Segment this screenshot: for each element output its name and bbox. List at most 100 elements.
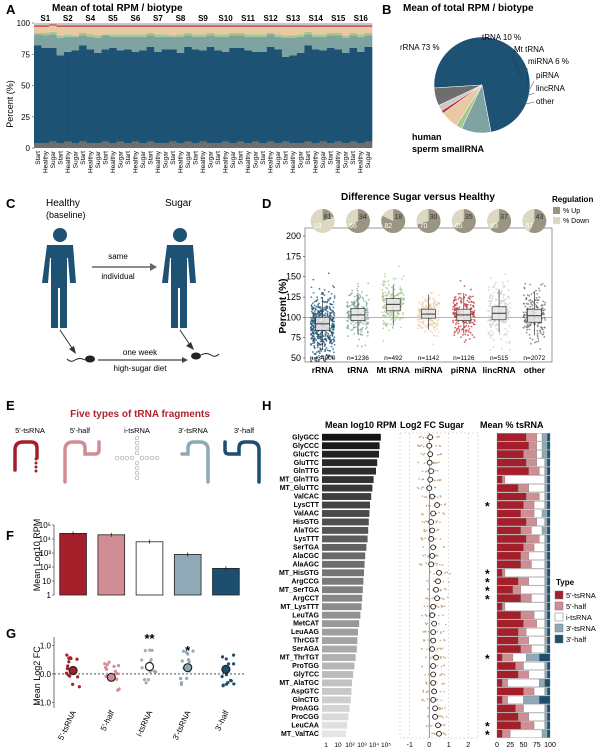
a-bar-miRNA (71, 26, 80, 36)
d-point (383, 310, 386, 313)
d-point (467, 329, 470, 332)
d-point (330, 355, 333, 358)
h-fc-mean (436, 569, 442, 576)
d-pie-up (490, 209, 512, 234)
d-point (522, 311, 525, 314)
h-pct-segment (520, 509, 535, 518)
d-point (401, 317, 404, 319)
h-fc-point (419, 435, 422, 438)
a-bar-miRNA (34, 26, 42, 33)
h-row-label: LeuCAA (291, 722, 319, 729)
d-point (327, 272, 330, 275)
h-fc-point (421, 666, 423, 668)
d-point (358, 293, 361, 296)
h-pct-segment (520, 611, 535, 620)
d-point (492, 346, 494, 349)
a-bar-rRNA (184, 46, 193, 142)
h-row-label: GlyCCC (293, 443, 319, 450)
h-fc-point (423, 462, 426, 464)
a-bar-tRNA (154, 36, 162, 52)
h-pct-segment (541, 441, 548, 450)
a-bar-miRNA (304, 26, 313, 32)
a-bar-other (259, 143, 268, 148)
g-point (144, 681, 148, 685)
h-pct-segment (547, 602, 551, 611)
d-point (310, 296, 313, 299)
d-point (490, 299, 493, 302)
d-point (506, 309, 509, 312)
d-pie-down-label: 18 (394, 214, 402, 221)
a-bar-MtRNA (49, 31, 57, 35)
h-fc-point (442, 630, 445, 633)
h-fc-point (435, 445, 438, 447)
d-point (508, 340, 511, 343)
h-fc-point (442, 732, 444, 734)
d-point (436, 327, 439, 330)
a-bar-piRNA (206, 25, 215, 27)
h-rpm-bar (322, 560, 365, 568)
a-bar-rRNA (116, 50, 125, 142)
d-point (318, 350, 320, 353)
a-bar-rRNA (146, 46, 155, 142)
a-bar-other (289, 143, 298, 148)
d-point (459, 325, 462, 328)
h-fc-point (439, 538, 442, 540)
d-point (523, 302, 525, 305)
d-point (451, 308, 454, 311)
d-point (421, 301, 424, 303)
d-point (501, 321, 504, 324)
g-point (220, 655, 225, 659)
d-point (458, 306, 461, 309)
d-point (332, 317, 335, 320)
h-fc-point (424, 622, 427, 624)
e-itsrna-dot (134, 450, 140, 456)
a-bar-other (131, 141, 140, 148)
f-ytick-label: 10⁴ (39, 535, 52, 544)
h-pct-segment (502, 729, 511, 738)
h-fc-point (436, 630, 439, 633)
a-bar-tRNA (101, 35, 110, 50)
h-fc-point (445, 588, 447, 591)
panel-b-pie (433, 36, 531, 134)
a-bar-other (109, 143, 117, 148)
h-row-label: MT_GluTTC (280, 485, 319, 492)
h-pct-segment (504, 475, 545, 484)
h-rpm-bar (322, 730, 346, 738)
d-point (504, 302, 507, 305)
d-point (419, 324, 422, 326)
a-bar-MtRNA (131, 34, 140, 37)
g-category-label: i-tsRNA (135, 708, 155, 737)
h-rpm-bar (322, 687, 352, 695)
d-point (360, 333, 363, 336)
a-condition-label: Sugar (343, 150, 350, 168)
d-point (315, 333, 318, 336)
h-pct-segment (547, 492, 551, 501)
d-point (536, 292, 539, 295)
d-point (489, 295, 492, 298)
h-pct-segment (502, 568, 506, 577)
h-pct-segment (496, 484, 519, 493)
a-bar-rRNA (206, 46, 215, 143)
a-bar-lincRNA (139, 23, 147, 26)
d-point (542, 300, 545, 303)
a-bar-rRNA (94, 53, 102, 143)
h-pct-segment (507, 678, 540, 687)
panel-a-stacked-bars (34, 23, 373, 148)
h-fc-point (421, 478, 423, 481)
d-point (489, 317, 492, 319)
d-point (538, 289, 541, 292)
a-bar-tRNA (176, 36, 185, 53)
h-pct-segment (518, 577, 529, 586)
a-bar-miRNA (169, 26, 178, 36)
a-bar-rRNA (176, 53, 185, 143)
h-fc-point (443, 690, 445, 693)
d-point (351, 303, 353, 306)
d-point (310, 320, 312, 323)
d-pie-up-label: 66 (349, 223, 357, 230)
d-point (331, 334, 334, 337)
d-point (325, 354, 328, 356)
d-point (365, 308, 367, 311)
d-point (432, 297, 434, 300)
g-point (112, 664, 116, 668)
d-point (328, 297, 331, 300)
